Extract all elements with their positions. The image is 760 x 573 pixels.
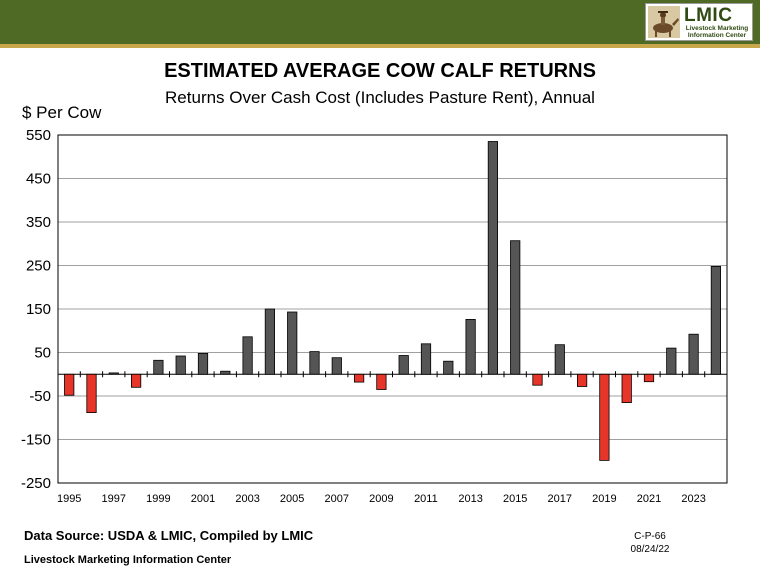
header-band: [0, 0, 760, 44]
bar: [153, 359, 164, 375]
logo-subtitle-line1: Livestock Marketing: [685, 25, 749, 32]
bar: [353, 373, 365, 383]
bars: [64, 141, 728, 461]
plot-frame: [57, 134, 728, 484]
bar: [197, 352, 209, 375]
header-rule: [0, 44, 760, 48]
x-tick-label: 1997: [102, 493, 126, 505]
bar: [643, 373, 655, 383]
chart-title: ESTIMATED AVERAGE COW CALF RETURNS: [164, 60, 596, 82]
bar: [331, 357, 342, 375]
x-tick-label: 2023: [681, 493, 705, 505]
bar: [487, 141, 499, 375]
y-tick-label: 150: [26, 301, 51, 318]
x-tick-label: 2009: [369, 493, 393, 505]
bar: [465, 318, 476, 375]
x-tick-label: 2007: [325, 493, 349, 505]
bar: [130, 373, 142, 388]
chart-id: C-P-66: [634, 531, 666, 542]
bar: [443, 360, 454, 375]
bar: [577, 373, 588, 387]
bar: [420, 343, 432, 375]
x-tick-label: 2011: [414, 493, 438, 505]
y-tick-label: 50: [34, 345, 51, 362]
y-tick-label: 350: [26, 214, 51, 231]
x-tick-label: 1995: [57, 493, 81, 505]
y-tick-label: -250: [21, 475, 51, 492]
x-tick-label: 2005: [280, 493, 304, 505]
x-tick-labels: 1995 1997 1999 2001 2003 2005 2007 2009 2011 2013…: [57, 493, 706, 505]
y-tick-label: -50: [29, 388, 51, 405]
x-tick-label: 2021: [637, 493, 661, 505]
bar: [666, 347, 677, 375]
x-tick-label: 2003: [235, 493, 259, 505]
x-tick-label: 2019: [592, 493, 616, 505]
y-tick-label: 450: [26, 171, 51, 188]
bar: [86, 373, 97, 413]
chart-code: C-P-66 08/24/22: [612, 530, 688, 556]
logo-wordmark: LMIC: [684, 5, 733, 26]
bar: [376, 373, 387, 390]
bar: [264, 308, 276, 375]
bar: [242, 336, 253, 375]
bar: [532, 373, 543, 386]
bar: [510, 240, 521, 375]
bar: [287, 311, 298, 375]
bar: [220, 370, 231, 375]
bar: [621, 373, 632, 403]
bar: [398, 355, 409, 375]
y-axis-label: $ Per Cow: [22, 103, 102, 122]
bar: [688, 333, 699, 375]
chart-subtitle: Returns Over Cash Cost (Includes Pasture…: [165, 88, 595, 107]
y-tick-label: 250: [26, 258, 51, 275]
lmic-logo: LMIC Livestock Marketing Information Cen…: [645, 3, 753, 41]
x-tick-label: 2015: [503, 493, 527, 505]
bar: [175, 355, 186, 375]
logo-subtitle-line2: Information Center: [687, 32, 747, 39]
x-tick-label: 2013: [458, 493, 482, 505]
organization-name: Livestock Marketing Information Center: [24, 554, 232, 566]
x-tick-label: 1999: [146, 493, 170, 505]
y-tick-labels: 550 450 350 250 150 50 -50 -150 -250: [21, 127, 51, 492]
bar: [108, 372, 119, 375]
y-tick-label: -150: [21, 432, 51, 449]
x-tick-label: 2017: [548, 493, 572, 505]
cowboy-rider-icon: [648, 6, 680, 38]
chart-date: 08/24/22: [630, 544, 670, 555]
logo-subtitle: Livestock Marketing Information Center: [682, 25, 752, 39]
bar: [599, 373, 610, 461]
bar: [309, 351, 320, 375]
x-tick-label: 2001: [191, 493, 215, 505]
bar: [710, 265, 722, 375]
gridlines: [58, 134, 727, 484]
bar: [554, 344, 565, 375]
bar: [64, 373, 75, 396]
y-tick-label: 550: [26, 127, 51, 144]
data-source-note: Data Source: USDA & LMIC, Compiled by LM…: [24, 528, 314, 543]
